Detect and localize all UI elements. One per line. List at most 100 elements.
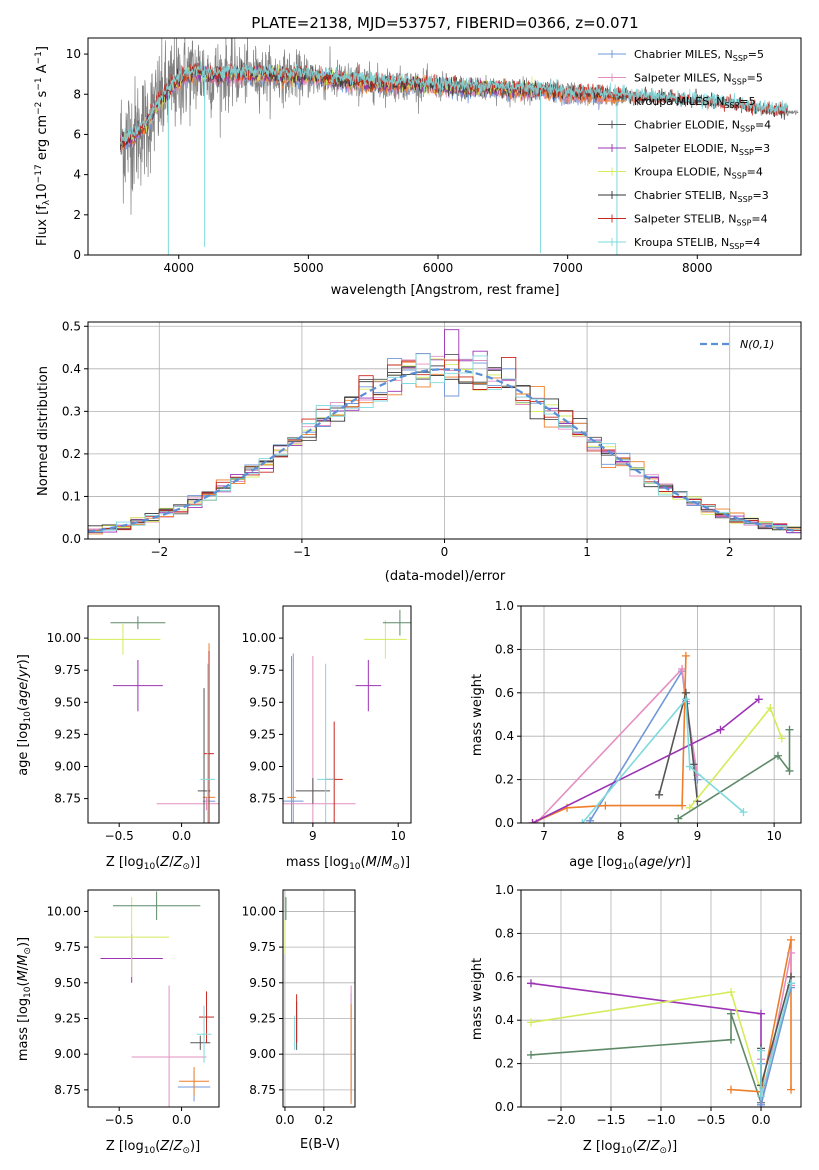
- spectrum-xlabel: wavelength [Angstrom, rest frame]: [331, 283, 560, 298]
- y-tick-label: 0.0: [495, 816, 514, 830]
- weight-marker: [528, 819, 537, 823]
- x-tick-label: −2.0: [546, 1113, 575, 1127]
- x-tick-label: 0.2: [314, 1113, 333, 1127]
- x-tick-label: −1.0: [646, 1113, 675, 1127]
- y-tick-label: 0.2: [62, 447, 81, 461]
- x-tick-label: −2: [150, 545, 168, 559]
- y-tick-label: 9.00: [54, 1047, 81, 1061]
- x-tick-label: 0.0: [275, 1113, 294, 1127]
- weight-line: [677, 729, 791, 820]
- age-vs-z-panel: −0.5 0.0 8.75 9.00 9.25 9.50 9.75 10.00: [47, 605, 220, 843]
- plot-area: [528, 651, 794, 823]
- plot-area: [527, 935, 795, 1107]
- x-tick-label: 7: [540, 829, 548, 843]
- weight-marker: [527, 1050, 535, 1059]
- y-tick-label: 0.3: [62, 404, 81, 418]
- weight-line: [589, 668, 699, 822]
- axes-frame: [87, 889, 220, 1108]
- y-tick-label: 0.2: [495, 1057, 514, 1071]
- y-tick-label: 8.75: [249, 1083, 276, 1097]
- axes-frame: [520, 605, 802, 824]
- weight-line: [581, 697, 745, 823]
- weight-marker: [787, 1085, 795, 1094]
- y-tick-label: 1.0: [495, 599, 514, 613]
- y-tick-label: 0.8: [495, 642, 514, 656]
- x-tick-label: 0.0: [172, 829, 191, 843]
- y-tick-label: 1.0: [495, 883, 514, 897]
- axes-frame: [282, 605, 412, 824]
- weight-line: [689, 706, 783, 809]
- weight-vs-z-panel: −2.0 −1.5 −1.0 −0.5 0.0 0.0 0.2 0.4 0.6 0.8 1.0: [495, 883, 802, 1127]
- spectrum-legend: Chabrier MILES, NSSP=5 Salpeter MILES, NS…: [598, 48, 771, 251]
- legend-entry: Chabrier MILES, NSSP=5: [634, 48, 764, 63]
- weight-vs-age-panel: 7 8 9 10 0.0 0.2 0.4 0.6 0.8 1.0: [495, 599, 802, 843]
- weight-marker: [527, 1018, 535, 1027]
- legend-entry: Kroupa MILES, NSSP=5: [634, 95, 756, 110]
- y-tick-label: 0.6: [495, 970, 514, 984]
- plot-area: [283, 609, 411, 823]
- normal-curve: [88, 368, 799, 533]
- x-tick-label: 5000: [293, 261, 324, 275]
- x-tick-label: 8: [617, 829, 625, 843]
- y-tick-label: 9.50: [54, 695, 81, 709]
- y-tick-label: 9.50: [54, 976, 81, 990]
- weight-line: [760, 987, 792, 1105]
- histogram-salpeter_stelib: [88, 356, 801, 531]
- y-tick-label: 9.75: [249, 663, 276, 677]
- y-tick-label: 9.00: [249, 1047, 276, 1061]
- x-tick-label: 9: [694, 829, 702, 843]
- legend-normal-label: N(0,1): [740, 338, 774, 351]
- weight-line: [535, 667, 699, 823]
- y-tick-label: 0.6: [495, 686, 514, 700]
- weight-marker: [787, 935, 795, 944]
- figure-title: PLATE=2138, MJD=53757, FIBERID=0366, z=0…: [251, 14, 638, 32]
- y-tick-label: 0.1: [62, 489, 81, 503]
- y-tick-label: 9.00: [249, 760, 276, 774]
- x-tick-label: −1.5: [596, 1113, 625, 1127]
- weight-marker: [766, 703, 775, 712]
- weight-line: [530, 982, 762, 1103]
- weight-marker: [757, 1046, 765, 1055]
- y-tick-label: 10: [66, 47, 81, 61]
- weight-marker: [727, 987, 735, 996]
- weight-marker: [787, 979, 795, 988]
- model-spectrum-kroupa_stelib: [120, 59, 789, 145]
- axes-frame: [520, 889, 802, 1108]
- y-tick-label: 8.75: [54, 792, 81, 806]
- y-tick-label: 9.50: [249, 695, 276, 709]
- x-tick-label: 4000: [163, 261, 194, 275]
- weight-marker: [785, 725, 794, 734]
- plot-area: [88, 616, 219, 823]
- weight-marker: [586, 816, 595, 823]
- x-tick-label: 10: [767, 829, 782, 843]
- y-tick-label: 9.75: [54, 663, 81, 677]
- legend-entry: Salpeter STELIB, NSSP=4: [634, 213, 768, 228]
- weight-marker: [678, 664, 687, 673]
- y-tick-label: 10.00: [242, 631, 276, 645]
- histogram-salpeter_elodie: [88, 329, 801, 534]
- x-tick-label: −0.5: [105, 829, 134, 843]
- weight-marker: [787, 948, 795, 957]
- y-tick-label: 9.75: [54, 940, 81, 954]
- agem-xlabel: mass [log10(M/M⊙)]: [286, 855, 410, 872]
- x-tick-label: 6000: [423, 261, 454, 275]
- x-tick-label: 8000: [682, 261, 713, 275]
- y-tick-label: 0.4: [495, 1013, 514, 1027]
- weight-marker: [681, 695, 690, 704]
- x-tick-label: −0.5: [696, 1113, 725, 1127]
- y-tick-label: 0.4: [62, 362, 81, 376]
- y-tick-label: 2: [73, 208, 81, 222]
- weight-marker: [754, 695, 763, 704]
- y-tick-label: 0.5: [62, 319, 81, 333]
- histogram-ylabel: Normed distribution: [36, 366, 51, 496]
- y-tick-label: 9.25: [249, 727, 276, 741]
- age-vs-mass-panel: 9 10 8.75 9.00 9.25 9.50 9.75 10.00: [242, 605, 412, 843]
- agez-ylabel: age [log10(age/yr)]: [16, 654, 33, 776]
- y-tick-label: 8.75: [249, 792, 276, 806]
- x-tick-label: 2: [726, 545, 734, 559]
- weight-line: [530, 1013, 762, 1103]
- legend-entry: Salpeter ELODIE, NSSP=3: [634, 142, 770, 157]
- y-tick-label: 0.4: [495, 729, 514, 743]
- y-tick-label: 6: [73, 127, 81, 141]
- weight-marker: [655, 790, 664, 799]
